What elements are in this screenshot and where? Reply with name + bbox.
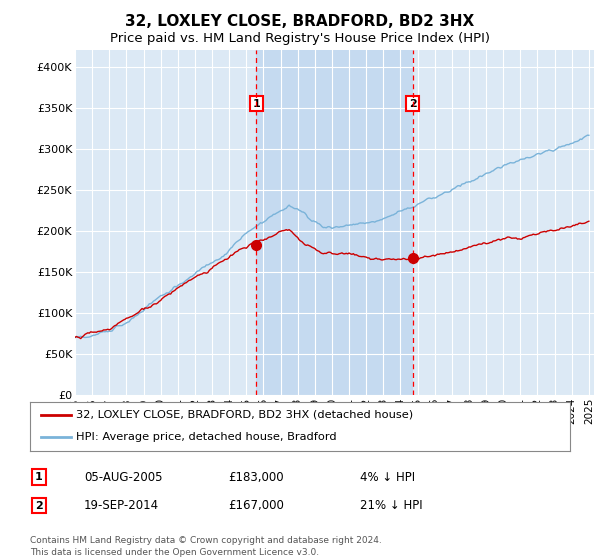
Text: 32, LOXLEY CLOSE, BRADFORD, BD2 3HX (detached house): 32, LOXLEY CLOSE, BRADFORD, BD2 3HX (det… (76, 410, 413, 420)
Text: 21% ↓ HPI: 21% ↓ HPI (360, 499, 422, 512)
Text: HPI: Average price, detached house, Bradford: HPI: Average price, detached house, Brad… (76, 432, 337, 442)
Text: 19-SEP-2014: 19-SEP-2014 (84, 499, 159, 512)
Text: 2: 2 (409, 99, 416, 109)
Bar (256, 50, 413, 395)
Text: 4% ↓ HPI: 4% ↓ HPI (360, 470, 415, 484)
Text: £183,000: £183,000 (228, 470, 284, 484)
Text: 32, LOXLEY CLOSE, BRADFORD, BD2 3HX: 32, LOXLEY CLOSE, BRADFORD, BD2 3HX (125, 14, 475, 29)
Text: £167,000: £167,000 (228, 499, 284, 512)
Text: 2: 2 (35, 501, 43, 511)
Text: 1: 1 (253, 99, 260, 109)
Text: Price paid vs. HM Land Registry's House Price Index (HPI): Price paid vs. HM Land Registry's House … (110, 32, 490, 45)
Text: 05-AUG-2005: 05-AUG-2005 (84, 470, 163, 484)
Text: Contains HM Land Registry data © Crown copyright and database right 2024.
This d: Contains HM Land Registry data © Crown c… (30, 536, 382, 557)
Text: 1: 1 (35, 472, 43, 482)
